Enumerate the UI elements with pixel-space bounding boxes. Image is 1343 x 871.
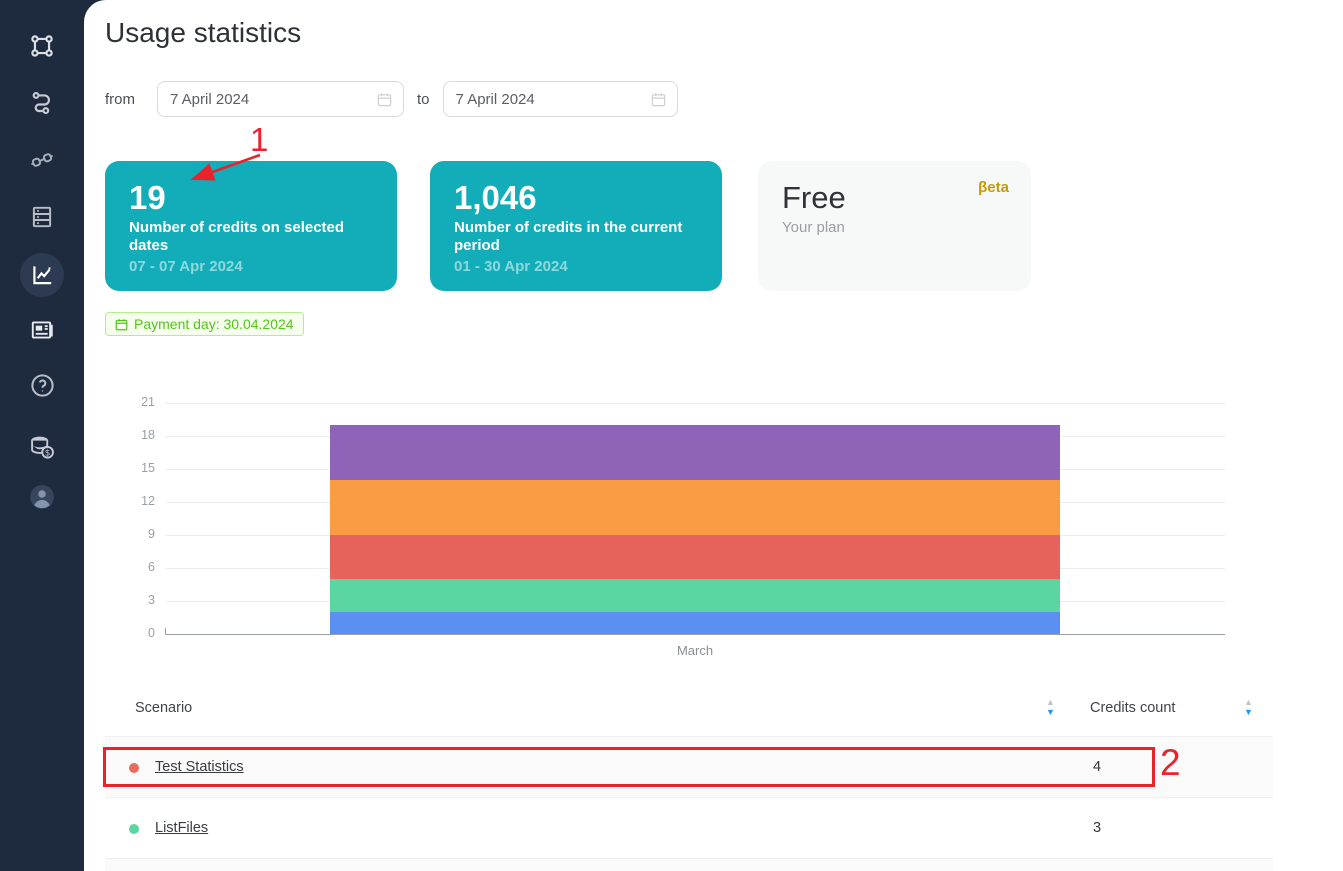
scenario-link[interactable]: ListFiles	[155, 820, 209, 836]
x-axis-category-label: March	[676, 643, 714, 658]
to-label: to	[417, 90, 430, 108]
payment-day-badge: Payment day: 30.04.2024	[105, 312, 304, 336]
sidebar-item-help[interactable]	[20, 363, 64, 407]
credits-selected-period: 07 - 07 Apr 2024	[129, 258, 243, 275]
table-header: Scenario ▲ ▼ Credits count ▲ ▼	[105, 683, 1273, 737]
beta-badge: βeta	[978, 179, 1009, 196]
payment-day-text: Payment day: 30.04.2024	[134, 316, 294, 332]
bar-segment-purple-segment	[330, 425, 1060, 480]
gridline	[165, 403, 1225, 404]
scenario-link[interactable]: Test Statistics	[155, 759, 244, 775]
from-label: from	[105, 90, 135, 108]
profile-icon	[27, 482, 57, 512]
plan-label: Your plan	[782, 219, 845, 236]
credits-column-header: Credits count	[1090, 700, 1176, 716]
credits-selected-dates-card: 19 Number of credits on selected dates 0…	[105, 161, 397, 291]
y-tick-label: 9	[148, 527, 155, 541]
sort-desc-icon: ▼	[1244, 707, 1253, 717]
table-row: Test Statistics 4	[105, 737, 1273, 798]
credits-selected-value: 19	[129, 179, 166, 216]
calendar-icon	[651, 92, 666, 111]
calendar-icon	[115, 318, 128, 331]
calendar-icon	[377, 92, 392, 111]
bar-segment-red-segment	[330, 535, 1060, 579]
analytics-icon	[29, 262, 55, 288]
credits-current-period-card: 1,046 Number of credits in the current p…	[430, 161, 722, 291]
svg-text:$: $	[45, 449, 51, 459]
scenario-color-dot	[129, 824, 139, 834]
billing-icon: $	[28, 433, 56, 461]
table-row: ListFiles 3	[105, 798, 1273, 859]
table-row-partial	[105, 859, 1273, 871]
sidebar-item-routes[interactable]	[20, 81, 64, 125]
x-axis-tick	[165, 628, 166, 634]
plug-icon	[29, 147, 55, 173]
sort-asc-icon: ▲	[1046, 697, 1055, 707]
y-tick-label: 21	[141, 395, 155, 409]
date-from-value: 7 April 2024	[170, 90, 250, 108]
date-from-input[interactable]: 7 April 2024	[157, 81, 404, 117]
plan-card: Free Your plan βeta	[758, 161, 1031, 291]
scenario-sort-control[interactable]: ▲ ▼	[1046, 698, 1055, 717]
main-panel: Usage statistics from 7 April 2024 to 7 …	[84, 0, 1343, 871]
bar-segment-blue-segment	[330, 612, 1060, 634]
bar-segment-orange-segment	[330, 480, 1060, 535]
sidebar: $	[0, 0, 84, 871]
bar-segment-green-segment	[330, 579, 1060, 612]
sort-asc-icon: ▲	[1244, 697, 1253, 707]
sort-desc-icon: ▼	[1046, 707, 1055, 717]
route-icon	[29, 90, 55, 116]
y-tick-label: 12	[141, 494, 155, 508]
credits-sort-control[interactable]: ▲ ▼	[1244, 698, 1253, 717]
scenario-color-dot	[129, 763, 139, 773]
credits-count-value: 4	[1093, 759, 1102, 775]
scenario-usage-table: Scenario ▲ ▼ Credits count ▲ ▼ Test Stat…	[105, 683, 1273, 871]
sidebar-item-connections[interactable]	[20, 138, 64, 182]
y-tick-label: 15	[141, 461, 155, 475]
credits-period-value: 1,046	[454, 179, 537, 216]
date-filter-row: from 7 April 2024 to 7 April 2024	[105, 81, 678, 117]
stacked-bar-march	[330, 403, 1060, 634]
page-title: Usage statistics	[105, 17, 302, 48]
sidebar-item-statistics[interactable]	[20, 253, 64, 297]
news-icon	[29, 317, 55, 343]
y-tick-label: 3	[148, 593, 155, 607]
scenario-column-header: Scenario	[135, 700, 193, 716]
table-body: Test Statistics 4 ListFiles 3	[105, 737, 1273, 871]
workflow-icon	[29, 33, 55, 59]
credits-period-label: Number of credits in the current period	[454, 219, 683, 254]
date-to-input[interactable]: 7 April 2024	[442, 81, 678, 117]
y-tick-label: 6	[148, 560, 155, 574]
sidebar-item-data[interactable]	[20, 195, 64, 239]
sidebar-item-workflow[interactable]	[20, 24, 64, 68]
credits-stacked-bar-chart: 0 3 6 9 12 15 18 21 March	[84, 390, 1343, 675]
x-axis-line	[165, 634, 1225, 635]
y-tick-label: 18	[141, 428, 155, 442]
credits-count-value: 3	[1093, 820, 1102, 836]
sidebar-item-billing[interactable]: $	[20, 425, 64, 469]
plan-name: Free	[782, 180, 846, 215]
y-tick-label: 0	[148, 626, 155, 640]
credits-selected-label: Number of credits on selected dates	[129, 219, 345, 254]
credits-period-dates: 01 - 30 Apr 2024	[454, 258, 568, 275]
help-icon	[29, 372, 56, 399]
sidebar-item-profile[interactable]	[20, 475, 64, 519]
server-icon	[29, 204, 55, 230]
sidebar-item-news[interactable]	[20, 308, 64, 352]
date-to-value: 7 April 2024	[455, 90, 535, 108]
